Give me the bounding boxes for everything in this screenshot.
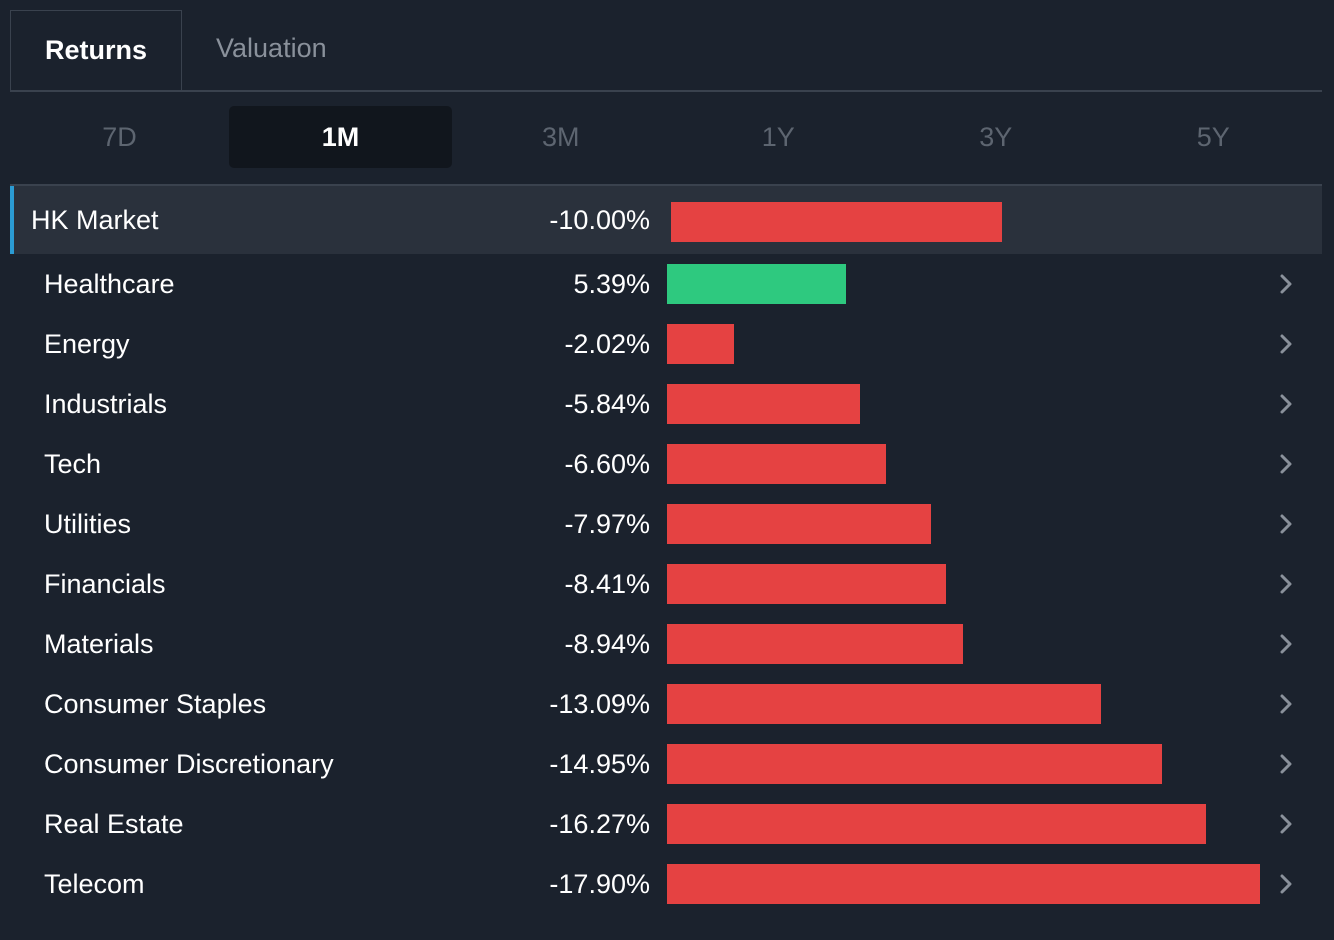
- period-5y-button[interactable]: 5Y: [1196, 121, 1230, 152]
- chevron-right-icon[interactable]: [1274, 688, 1298, 720]
- chevron-right-icon[interactable]: [1274, 808, 1298, 840]
- sector-row[interactable]: Tech -6.60%: [10, 434, 1322, 494]
- sector-row[interactable]: Consumer Discretionary -14.95%: [10, 734, 1322, 794]
- category-label: Real Estate: [44, 808, 184, 839]
- value-bar: [667, 804, 1206, 844]
- value-bar: [671, 202, 1002, 242]
- tab-valuation[interactable]: Valuation: [216, 32, 327, 63]
- value-label: -8.94%: [564, 628, 650, 659]
- value-bar: [667, 504, 931, 544]
- period-1m-button[interactable]: 1M: [229, 106, 452, 168]
- sector-row[interactable]: Utilities -7.97%: [10, 494, 1322, 554]
- value-label: -7.97%: [564, 508, 650, 539]
- chevron-right-icon[interactable]: [1274, 568, 1298, 600]
- sector-row[interactable]: Real Estate -16.27%: [10, 794, 1322, 854]
- chevron-right-icon[interactable]: [1274, 628, 1298, 660]
- value-label: -16.27%: [549, 808, 650, 839]
- category-label: Materials: [44, 628, 154, 659]
- category-label: Telecom: [44, 868, 145, 899]
- value-bar: [667, 384, 860, 424]
- value-bar: [667, 324, 734, 364]
- chevron-right-icon[interactable]: [1274, 268, 1298, 300]
- sector-row[interactable]: Consumer Staples -13.09%: [10, 674, 1322, 734]
- value-bar: [667, 264, 846, 304]
- sector-row[interactable]: Healthcare 5.39%: [10, 254, 1322, 314]
- market-row: HK Market -10.00%: [10, 186, 1322, 254]
- category-label: HK Market: [31, 204, 159, 235]
- sector-row[interactable]: Industrials -5.84%: [10, 374, 1322, 434]
- category-label: Financials: [44, 568, 166, 599]
- period-1y-button[interactable]: 1Y: [761, 121, 795, 152]
- chevron-right-icon[interactable]: [1274, 508, 1298, 540]
- chevron-right-icon[interactable]: [1274, 448, 1298, 480]
- value-label: 5.39%: [573, 268, 650, 299]
- category-label: Industrials: [44, 388, 168, 419]
- sector-returns-chart: HK Market -10.00% Healthcare 5.39% Energy -2.…: [10, 186, 1322, 914]
- value-label: -5.84%: [564, 388, 650, 419]
- sector-row[interactable]: Energy -2.02%: [10, 314, 1322, 374]
- value-label: -17.90%: [549, 868, 650, 899]
- tab-returns[interactable]: Returns: [10, 10, 183, 90]
- view-tabs: Returns Valuation: [10, 10, 1322, 92]
- value-bar: [667, 444, 886, 484]
- category-label: Consumer Discretionary: [44, 748, 334, 779]
- category-label: Healthcare: [44, 268, 175, 299]
- chevron-right-icon[interactable]: [1274, 388, 1298, 420]
- chevron-right-icon[interactable]: [1274, 748, 1298, 780]
- chevron-right-icon[interactable]: [1274, 328, 1298, 360]
- chevron-right-icon[interactable]: [1274, 868, 1298, 900]
- category-label: Tech: [44, 448, 102, 479]
- value-label: -14.95%: [549, 748, 650, 779]
- value-bar: [667, 624, 963, 664]
- period-3y-button[interactable]: 3Y: [979, 121, 1013, 152]
- category-label: Energy: [44, 328, 130, 359]
- value-bar: [667, 684, 1101, 724]
- value-label: -2.02%: [564, 328, 650, 359]
- sector-row[interactable]: Materials -8.94%: [10, 614, 1322, 674]
- period-selector: 7D 1M 3M 1Y 3Y 5Y: [10, 106, 1322, 168]
- value-label: -10.00%: [549, 204, 650, 235]
- value-label: -8.41%: [564, 568, 650, 599]
- value-bar: [667, 864, 1260, 904]
- divider: [10, 184, 1322, 186]
- value-bar: [667, 564, 946, 604]
- period-7d-button[interactable]: 7D: [102, 121, 137, 152]
- sector-row[interactable]: Financials -8.41%: [10, 554, 1322, 614]
- sector-row[interactable]: Telecom -17.90%: [10, 854, 1322, 914]
- value-bar: [667, 744, 1162, 784]
- period-3m-button[interactable]: 3M: [541, 121, 580, 152]
- category-label: Utilities: [44, 508, 132, 539]
- category-label: Consumer Staples: [44, 688, 267, 719]
- value-label: -6.60%: [564, 448, 650, 479]
- value-label: -13.09%: [549, 688, 650, 719]
